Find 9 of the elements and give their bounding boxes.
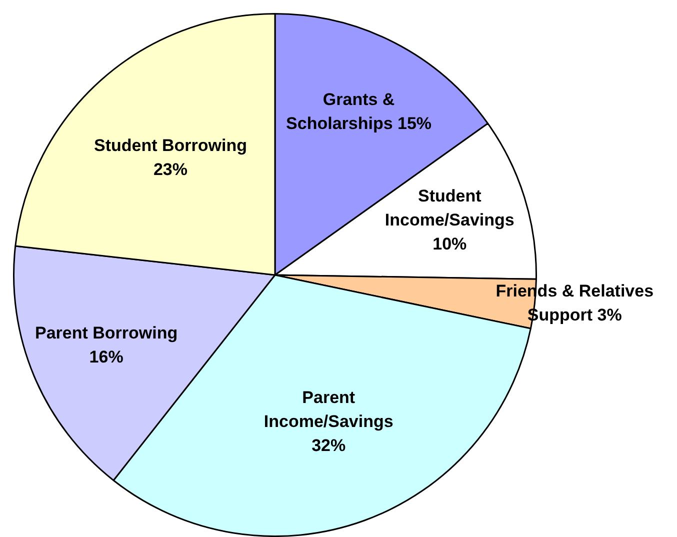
slice-label: Student Borrowing bbox=[94, 136, 247, 155]
slice-label: Grants & Scholarships 15% bbox=[286, 90, 432, 134]
data-label: 10% bbox=[432, 234, 467, 254]
slice-label: Parent Borrowing bbox=[35, 323, 178, 342]
data-label: 16% bbox=[89, 347, 124, 366]
data-label: 32% bbox=[312, 436, 346, 455]
data-label: 23% bbox=[153, 160, 188, 179]
slice-label: Student Income/Savings bbox=[384, 186, 514, 230]
slice-label: Parent Income/Savings bbox=[264, 388, 394, 431]
